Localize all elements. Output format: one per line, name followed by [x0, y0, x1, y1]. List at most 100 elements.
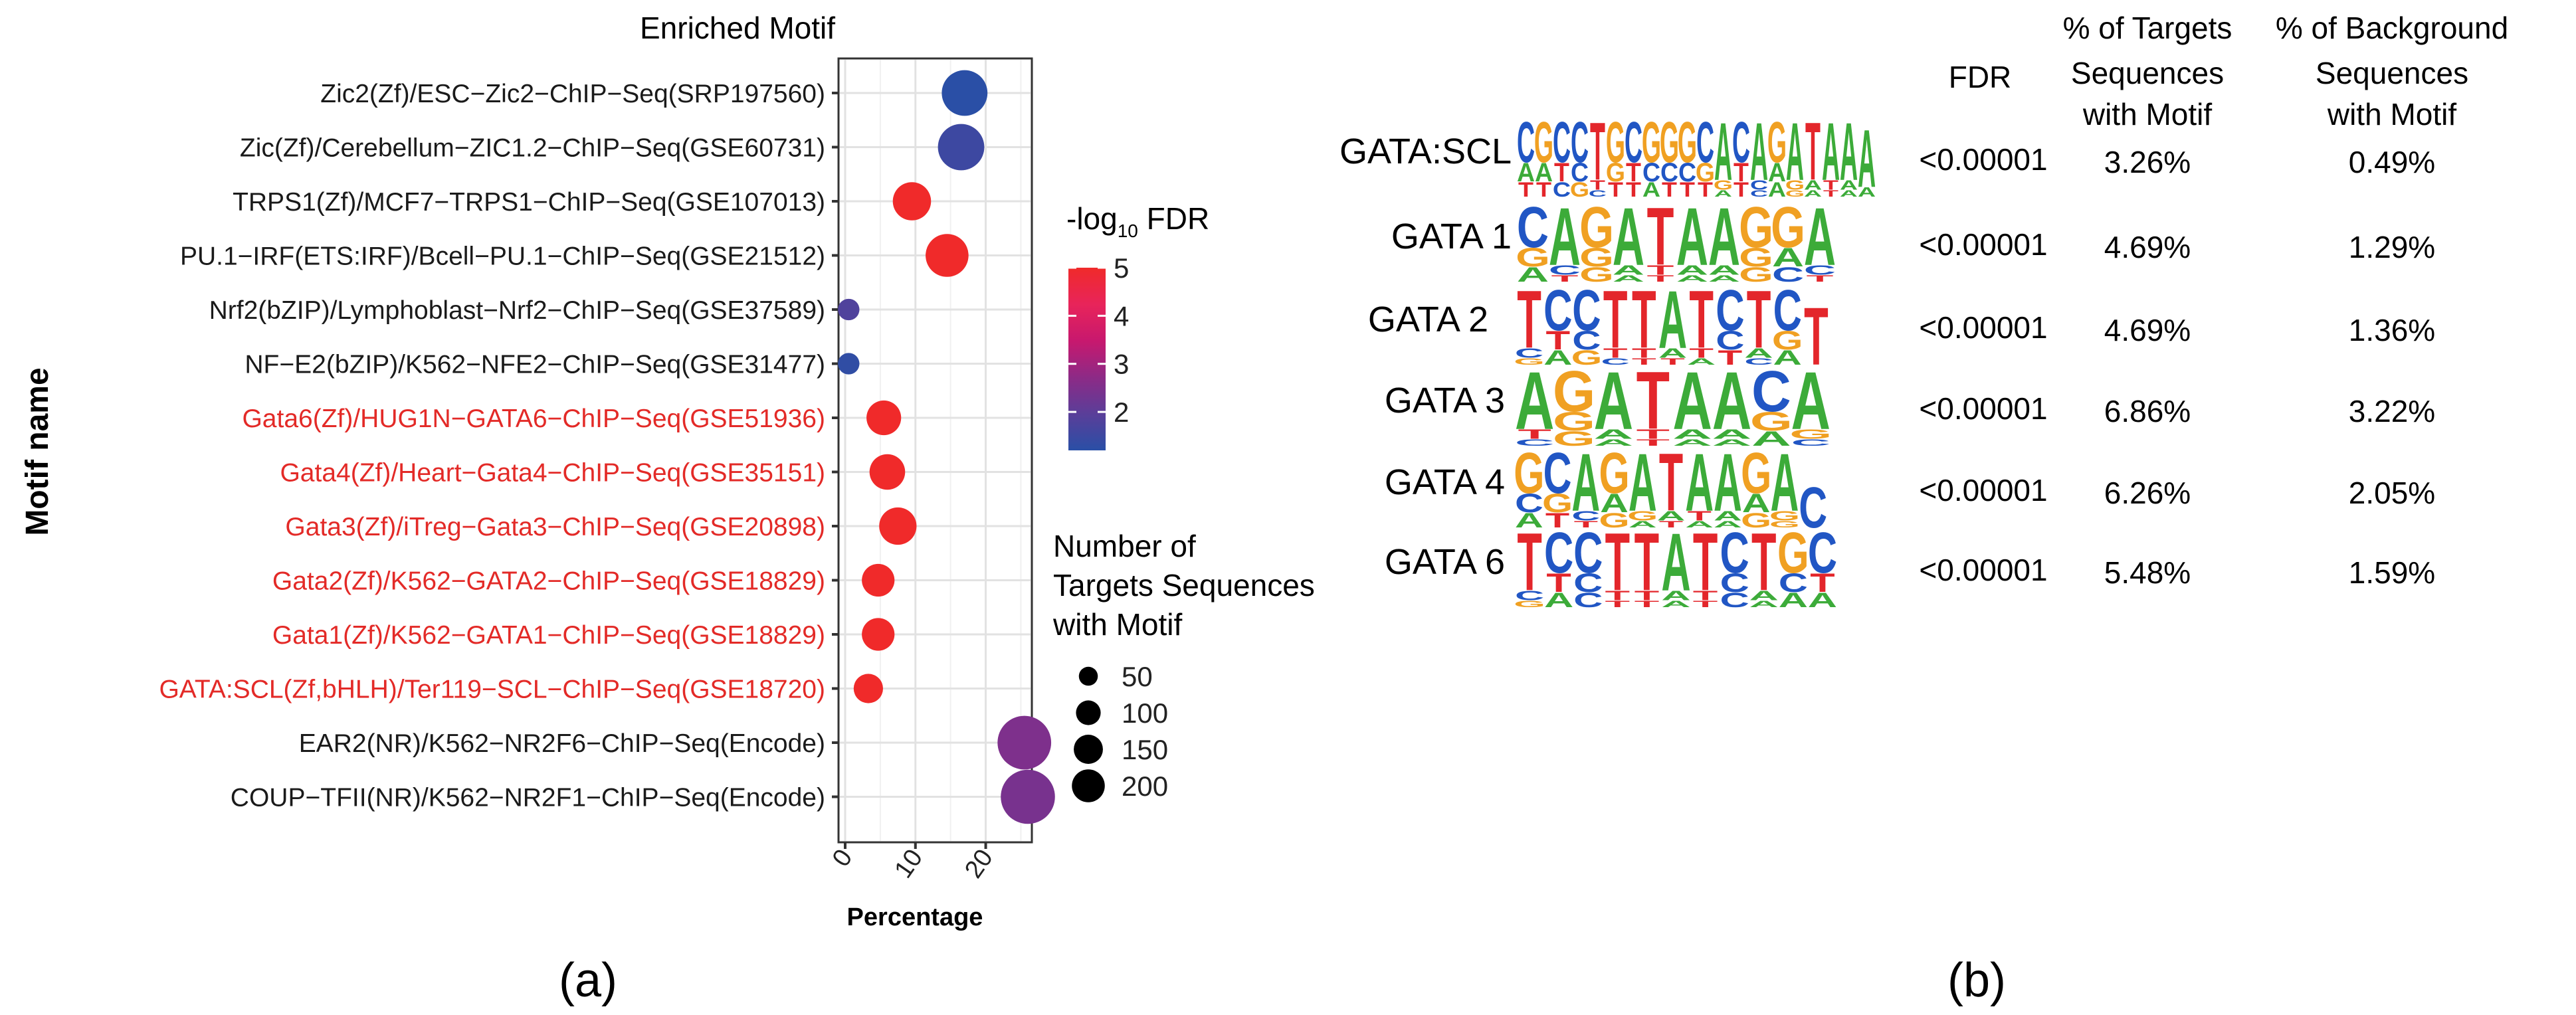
motif-background-pct: 3.22%: [2349, 394, 2435, 428]
logo-letter: C: [1808, 520, 1837, 585]
logo-letter: A: [1535, 158, 1553, 187]
color-legend-ticks: 2 3 4 5: [1068, 252, 1129, 428]
logo-letter: C: [1625, 110, 1642, 175]
logo-letter: T: [1693, 599, 1718, 610]
logo-letter: T: [1718, 346, 1743, 369]
logo-letter: G: [1627, 509, 1658, 524]
y-tick-label: TRPS1(Zf)/MCF7−TRPS1−ChIP−Seq(GSE107013): [233, 188, 825, 217]
size-legend-dot: [1076, 700, 1101, 725]
logo-letter: A: [1742, 488, 1771, 518]
logo-letter: G: [1542, 488, 1573, 518]
logo-letter: T: [1626, 179, 1641, 202]
logo-letter: C: [1543, 441, 1572, 506]
logo-letter: T: [1751, 516, 1776, 608]
logo-letter: A: [1613, 262, 1644, 278]
logo-letter: T: [1659, 519, 1683, 529]
logo-letter: C: [1517, 195, 1549, 259]
logo-letter: C: [1571, 110, 1589, 175]
logo-letter: T: [1546, 568, 1571, 597]
logo-letter: C: [1571, 509, 1600, 524]
logo-letter: A: [1791, 355, 1831, 446]
motif-background-pct: 1.59%: [2349, 555, 2435, 590]
logo-letter: T: [1635, 588, 1660, 603]
logo-letter: A: [1676, 191, 1708, 282]
motif-target-pct: 3.26%: [2104, 145, 2191, 179]
logo-letter: T: [1632, 345, 1656, 361]
logo-letter: A: [1594, 426, 1634, 442]
logo-letter: G: [1678, 110, 1697, 175]
logo-letter: G: [1570, 179, 1589, 202]
logo-letter: A: [1708, 191, 1740, 282]
logo-letter: A: [1786, 107, 1804, 198]
motif-name: GATA 6: [1385, 542, 1505, 582]
motif-name: GATA 3: [1385, 381, 1505, 420]
chart-title: Enriched Motif: [640, 11, 835, 45]
motif-fdr: <0.00001: [1919, 473, 2047, 507]
motif-background-pct: 2.05%: [2349, 476, 2435, 510]
panel-b-label: (b): [1947, 954, 2006, 1007]
plot-area: [837, 57, 1033, 844]
logo-letter: A: [1808, 589, 1837, 612]
logo-letter: A: [1714, 519, 1742, 529]
logo-letter: T: [1635, 599, 1659, 610]
logo-letter: T: [1662, 179, 1677, 202]
logo-letter: G: [1739, 242, 1773, 272]
logo-letter: C: [1720, 520, 1749, 585]
header-background-line-2: Sequences: [2316, 56, 2468, 90]
logo-letter: T: [1636, 355, 1670, 446]
logo-letter: A: [1768, 179, 1786, 202]
logo-letter: C: [1573, 568, 1603, 597]
logo-letter: A: [1517, 263, 1549, 286]
size-legend-title-line-2: Targets Sequences: [1053, 568, 1315, 602]
logo-letter: A: [1840, 107, 1858, 198]
logo-letter: A: [1549, 191, 1581, 282]
logo-letter: C: [1573, 589, 1603, 612]
size-legend-dot: [1074, 735, 1103, 764]
logo-letter: G: [1571, 346, 1603, 369]
motif-name: GATA 1: [1391, 217, 1512, 256]
logo-letter: G: [1739, 263, 1773, 286]
logo-letter: A: [1804, 191, 1836, 282]
logo-letter: T: [1647, 273, 1674, 284]
logo-letter: A: [1515, 355, 1555, 446]
motif-fdr: <0.00001: [1919, 310, 2047, 345]
y-tick-label: Zic2(Zf)/ESC−Zic2−ChIP−Seq(SRP197560): [320, 80, 825, 108]
data-point: [941, 70, 988, 116]
logo-letter: A: [1676, 262, 1708, 278]
logo-letter: T: [1636, 426, 1670, 442]
logo-letter: A: [1661, 599, 1690, 610]
logo-letter: G: [1579, 263, 1614, 286]
y-tick-label: PU.1−IRF(ETS:IRF)/Bcell−PU.1−ChIP−Seq(GS…: [180, 242, 825, 271]
logo-letter: T: [1590, 178, 1606, 193]
logo-letter: G: [1741, 509, 1771, 532]
logo-letter: A: [1613, 191, 1644, 282]
logo-letter: T: [1574, 519, 1598, 529]
logo-letter: T: [1603, 345, 1628, 361]
logo-letter: A: [1600, 488, 1629, 518]
logo-letter: C: [1515, 437, 1555, 448]
logo-letter: T: [1689, 345, 1714, 361]
logo-letter: A: [1594, 437, 1634, 448]
logo-letter: A: [1779, 589, 1808, 612]
logo-letter: T: [1517, 516, 1541, 608]
logo-letter: T: [1603, 274, 1628, 366]
logo-letter: A: [1804, 188, 1822, 199]
logo-letter: A: [1594, 355, 1634, 446]
logo-letter: C: [1544, 520, 1573, 585]
logo-letter: C: [1750, 178, 1768, 193]
logo-letter: A: [1661, 516, 1690, 608]
logo-letter: T: [1590, 107, 1605, 198]
x-axis-ticks: 0 10 20: [827, 842, 999, 883]
size-legend-label: 100: [1122, 697, 1168, 729]
logo-letter: G: [1660, 110, 1679, 175]
logo-letter: C: [1553, 179, 1571, 202]
logo-letter: A: [1770, 438, 1799, 528]
motif-fdr: <0.00001: [1919, 227, 2047, 262]
logo-letter: T: [1693, 588, 1718, 603]
logo-letter: G: [1579, 242, 1614, 272]
